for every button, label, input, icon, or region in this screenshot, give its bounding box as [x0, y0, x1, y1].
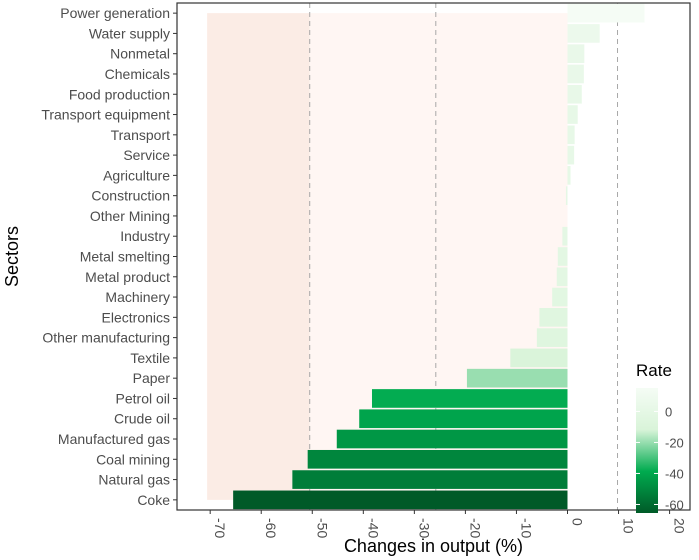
- y-tick-label: Manufactured gas: [58, 431, 170, 447]
- legend-tick-label: -40: [665, 466, 684, 481]
- bar: [562, 226, 568, 246]
- x-tick-label: -50: [314, 518, 330, 538]
- bar: [336, 429, 568, 449]
- x-tick-label: -60: [263, 518, 279, 538]
- x-tick-label: -70: [212, 518, 228, 538]
- y-tick-label: Paper: [133, 370, 171, 386]
- bar: [307, 449, 568, 469]
- x-tick-label: -40: [365, 518, 381, 538]
- plot-panel-border: [176, 2, 691, 511]
- x-tick-labels: -70 -60 -50 -40 -30 -20 -10 0 10 20: [209, 510, 688, 538]
- bar: [567, 166, 571, 185]
- bar: [466, 368, 568, 388]
- bar: [567, 24, 600, 43]
- bar: [359, 409, 568, 429]
- bar: [536, 328, 568, 347]
- bar: [539, 308, 568, 327]
- y-tick-label: Machinery: [105, 289, 170, 305]
- y-tick-label: Transport equipment: [41, 107, 170, 123]
- bar: [233, 490, 568, 510]
- y-tick-label: Nonmetal: [110, 46, 170, 62]
- bar: [371, 389, 568, 408]
- bar: [557, 247, 568, 266]
- bar: [567, 145, 575, 165]
- x-tick-label: 0: [569, 518, 585, 526]
- legend: Rate 0 -20 -40 -60: [636, 361, 684, 513]
- x-tick-label: -20: [467, 518, 483, 538]
- bar: [567, 125, 575, 145]
- x-axis-title: Changes in output (%): [344, 536, 523, 556]
- y-tick-label: Natural gas: [98, 472, 170, 488]
- y-tick-labels: Power generation Water supply Nonmetal Chem…: [41, 5, 177, 508]
- legend-ticks: 0 -20 -40 -60: [636, 404, 684, 512]
- bars: [233, 3, 645, 510]
- y-tick-label: Crude oil: [114, 411, 170, 427]
- bar: [567, 44, 585, 64]
- y-tick-label: Coke: [137, 492, 170, 508]
- y-tick-label: Transport: [111, 127, 171, 143]
- bar: [567, 105, 578, 124]
- shaded-band: [207, 13, 310, 500]
- bar: [565, 186, 568, 205]
- y-tick-label: Construction: [91, 188, 170, 204]
- y-tick-label: Petrol oil: [116, 390, 170, 406]
- bar: [556, 267, 568, 287]
- bar: [567, 64, 584, 84]
- bar: [552, 287, 568, 307]
- gridlines: [309, 3, 619, 510]
- x-tick-label: -30: [416, 518, 432, 538]
- y-tick-label: Service: [123, 147, 170, 163]
- legend-tick-label: 0: [665, 404, 672, 419]
- x-tick-label: 20: [672, 518, 688, 534]
- x-tick-label: 10: [621, 518, 637, 534]
- bar: [567, 3, 645, 23]
- y-tick-label: Chemicals: [105, 66, 170, 82]
- y-tick-label: Electronics: [102, 309, 170, 325]
- x-tick-label: -10: [518, 518, 534, 538]
- y-tick-label: Agriculture: [103, 167, 170, 183]
- y-tick-label: Water supply: [89, 25, 170, 41]
- bar: [510, 348, 568, 368]
- bar: [567, 84, 582, 104]
- legend-colorbar: [636, 388, 658, 513]
- y-tick-label: Metal product: [85, 269, 170, 285]
- bar: [292, 470, 568, 489]
- legend-tick-label: -20: [665, 435, 684, 450]
- y-tick-label: Power generation: [60, 5, 170, 21]
- y-tick-label: Industry: [120, 228, 170, 244]
- y-tick-label: Textile: [130, 350, 170, 366]
- y-tick-label: Metal smelting: [80, 249, 170, 265]
- y-tick-label: Food production: [69, 86, 170, 102]
- legend-tick-label: -60: [665, 497, 684, 512]
- y-tick-label: Coal mining: [96, 451, 170, 467]
- y-tick-label: Other Mining: [90, 208, 170, 224]
- y-axis-title: Sectors: [2, 226, 22, 287]
- legend-title: Rate: [636, 361, 672, 380]
- y-tick-label: Other manufacturing: [42, 330, 170, 346]
